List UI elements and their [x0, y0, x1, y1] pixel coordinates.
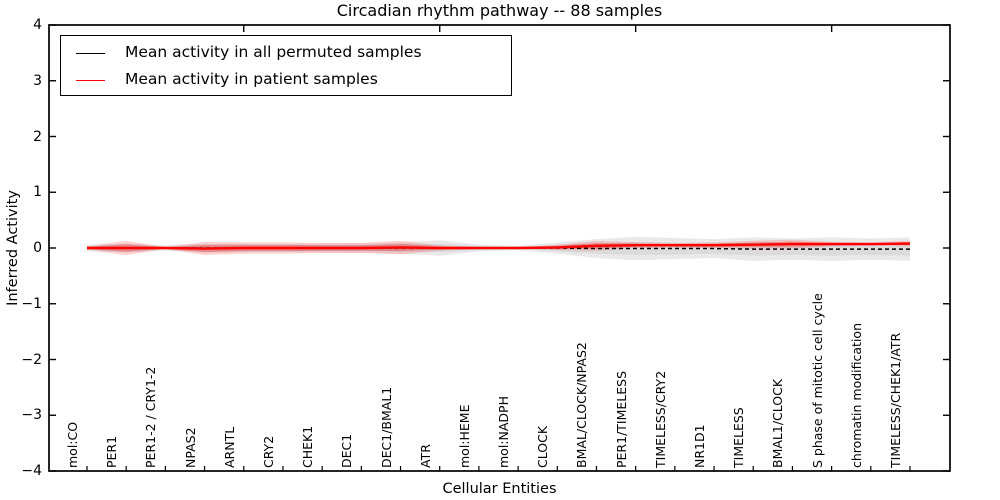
legend-label-permuted: Mean activity in all permuted samples: [125, 43, 422, 61]
x-tick-label: mol:NADPH: [496, 396, 512, 468]
x-tick-label: TIMELESS/CHEK1/ATR: [888, 332, 903, 468]
x-tick-label: ARNTL: [221, 426, 237, 468]
x-tick-label: chromatin modification: [848, 323, 864, 468]
x-tick-label: CRY2: [260, 435, 276, 468]
x-tick-label: CLOCK: [535, 425, 551, 468]
x-tick-label: NPAS2: [182, 427, 198, 468]
y-tick-label: 2: [33, 128, 42, 145]
x-tick-label: BMAL1/CLOCK: [770, 378, 786, 468]
x-tick-label: ATR: [417, 444, 433, 468]
x-tick-label: DEC1: [339, 433, 355, 468]
x-tick-label: TIMELESS/CRY2: [652, 370, 668, 468]
x-tick-label: mol:HEME: [456, 404, 472, 469]
legend-item-patient: Mean activity in patient samples: [61, 67, 511, 95]
patient-mean-line: [87, 242, 911, 250]
x-tick-label: TIMELESS: [731, 407, 747, 468]
x-axis-label: Cellular Entities: [442, 481, 557, 497]
x-tick-label: S phase of mitotic cell cycle: [809, 293, 825, 468]
legend-label-patient: Mean activity in patient samples: [125, 70, 378, 88]
x-tick-label: NR1D1: [692, 424, 708, 468]
y-tick-label: −3: [21, 407, 42, 424]
x-tick-label: BMAL/CLOCK/NPAS2: [574, 342, 590, 468]
x-tick-label: mol:CO: [65, 421, 80, 468]
y-tick-label: 0: [33, 240, 42, 256]
x-tick-label: PER1-2 / CRY1-2: [143, 366, 159, 468]
x-tick-label: CHEK1: [300, 425, 316, 468]
y-tick-label: 4: [33, 17, 42, 33]
permuted-line-sample-icon: [76, 53, 105, 54]
x-tick-label: PER1/TIMELESS: [613, 370, 629, 468]
y-tick-label: −1: [21, 295, 42, 312]
x-tick-label: DEC1/BMAL1: [378, 386, 394, 468]
patient-line-sample-icon: [76, 80, 105, 81]
y-tick-label: 3: [33, 72, 42, 89]
legend-item-permuted: Mean activity in all permuted samples: [61, 40, 511, 68]
x-tick-label: PER1: [104, 435, 120, 468]
legend-box: Mean activity in all permuted samples Me…: [60, 35, 512, 96]
y-tick-label: 1: [33, 184, 42, 201]
chart-title: Circadian rhythm pathway -- 88 samples: [336, 1, 663, 20]
y-tick-label: −4: [21, 463, 42, 479]
y-tick-label: −2: [21, 351, 42, 368]
